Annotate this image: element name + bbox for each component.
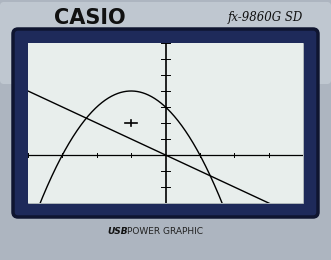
Text: CASIO: CASIO (54, 8, 126, 28)
Text: POWER GRAPHIC: POWER GRAPHIC (127, 228, 203, 237)
Text: USB: USB (108, 228, 128, 237)
Text: Y1=X^2+2X+3: Y1=X^2+2X+3 (38, 48, 103, 58)
Bar (28, 43, 303, 203)
FancyBboxPatch shape (0, 2, 331, 84)
Text: fx-9860G SD: fx-9860G SD (227, 11, 303, 24)
Text: Y=2: Y=2 (170, 191, 186, 199)
Text: X=-1: X=-1 (35, 191, 57, 199)
FancyBboxPatch shape (13, 29, 318, 217)
